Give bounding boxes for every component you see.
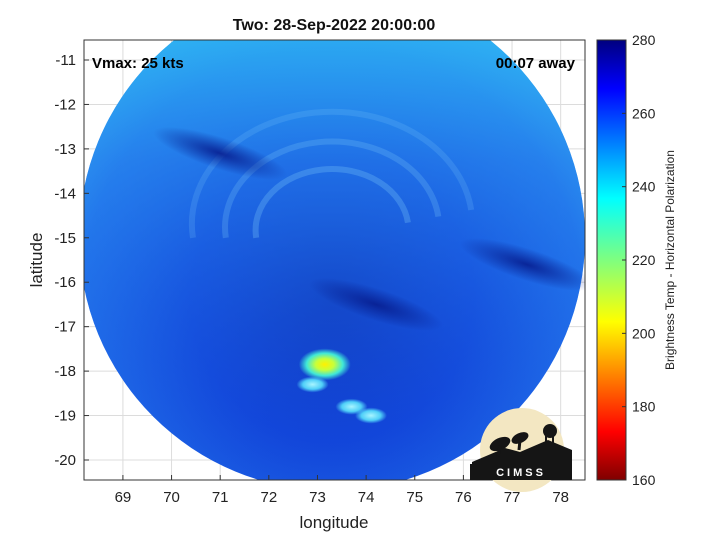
brightness-features: [153, 126, 585, 424]
x-tick-label: 76: [455, 489, 472, 506]
y-tick-label: -15: [54, 230, 76, 247]
y-tick-label: -12: [54, 96, 76, 113]
spiral-band: [188, 108, 475, 239]
y-axis-label: latitude: [27, 233, 46, 288]
y-tick-label: -13: [54, 141, 76, 158]
warm-band-feature: [459, 237, 585, 291]
colorbar-tick-label: 260: [632, 105, 656, 121]
x-tick-label: 75: [406, 489, 423, 506]
colorbar-tick-label: 180: [632, 399, 656, 415]
y-tick-label: -17: [54, 319, 76, 336]
y-tick-label: -19: [54, 408, 76, 425]
y-tick-label: -18: [54, 363, 76, 380]
cold-cell-feature: [296, 376, 329, 393]
y-tick-label: -16: [54, 274, 76, 291]
cold-core-feature: [298, 348, 351, 381]
x-axis-label: longitude: [299, 513, 368, 532]
x-tick-label: 69: [115, 489, 132, 506]
colorbar-tick-label: 200: [632, 325, 656, 341]
x-tick-label: 71: [212, 489, 229, 506]
colorbar-tick-label: 160: [632, 472, 656, 488]
x-tick-label: 77: [504, 489, 521, 506]
x-tick-label: 74: [358, 489, 375, 506]
colorbar-ticks: 280 260 240 220 200 180 160: [622, 32, 656, 488]
warm-band-feature: [309, 277, 443, 331]
colorbar-tick-label: 220: [632, 252, 656, 268]
warm-band-feature: [153, 126, 287, 180]
x-axis-ticks: 69 70 71 72 73 74 75 76 77 78: [115, 475, 569, 506]
logo-text: CIMSS: [496, 467, 546, 479]
x-tick-label: 78: [552, 489, 569, 506]
colorbar-gradient: [596, 39, 627, 481]
colorbar-tick-label: 280: [632, 32, 656, 48]
spiral-band: [222, 138, 442, 239]
colorbar: 280 260 240 220 200 180 160 Brightness Temp - …: [596, 32, 677, 488]
x-tick-label: 72: [260, 489, 277, 506]
x-tick-label: 70: [163, 489, 180, 506]
y-tick-label: -20: [54, 452, 76, 469]
time-offset-annotation: 00:07 away: [496, 55, 576, 72]
spiral-band: [252, 166, 411, 239]
y-tick-label: -14: [54, 185, 76, 202]
plot-area: [83, 39, 586, 481]
cold-cell-feature: [354, 407, 387, 424]
x-tick-label: 73: [309, 489, 326, 506]
vmax-annotation: Vmax: 25 kts: [92, 55, 184, 72]
colorbar-tick-label: 240: [632, 179, 656, 195]
chart-title: Two: 28-Sep-2022 20:00:00: [233, 17, 436, 34]
plot-frame: [83, 39, 586, 481]
y-tick-label: -11: [55, 52, 76, 69]
colorbar-label: Brightness Temp - Horizontal Polarizatio…: [663, 150, 677, 370]
cimss-logo: CIMSS: [470, 408, 572, 492]
y-axis-ticks: -11 -12 -13 -14 -15 -16 -17 -18 -19 -20: [54, 52, 89, 469]
